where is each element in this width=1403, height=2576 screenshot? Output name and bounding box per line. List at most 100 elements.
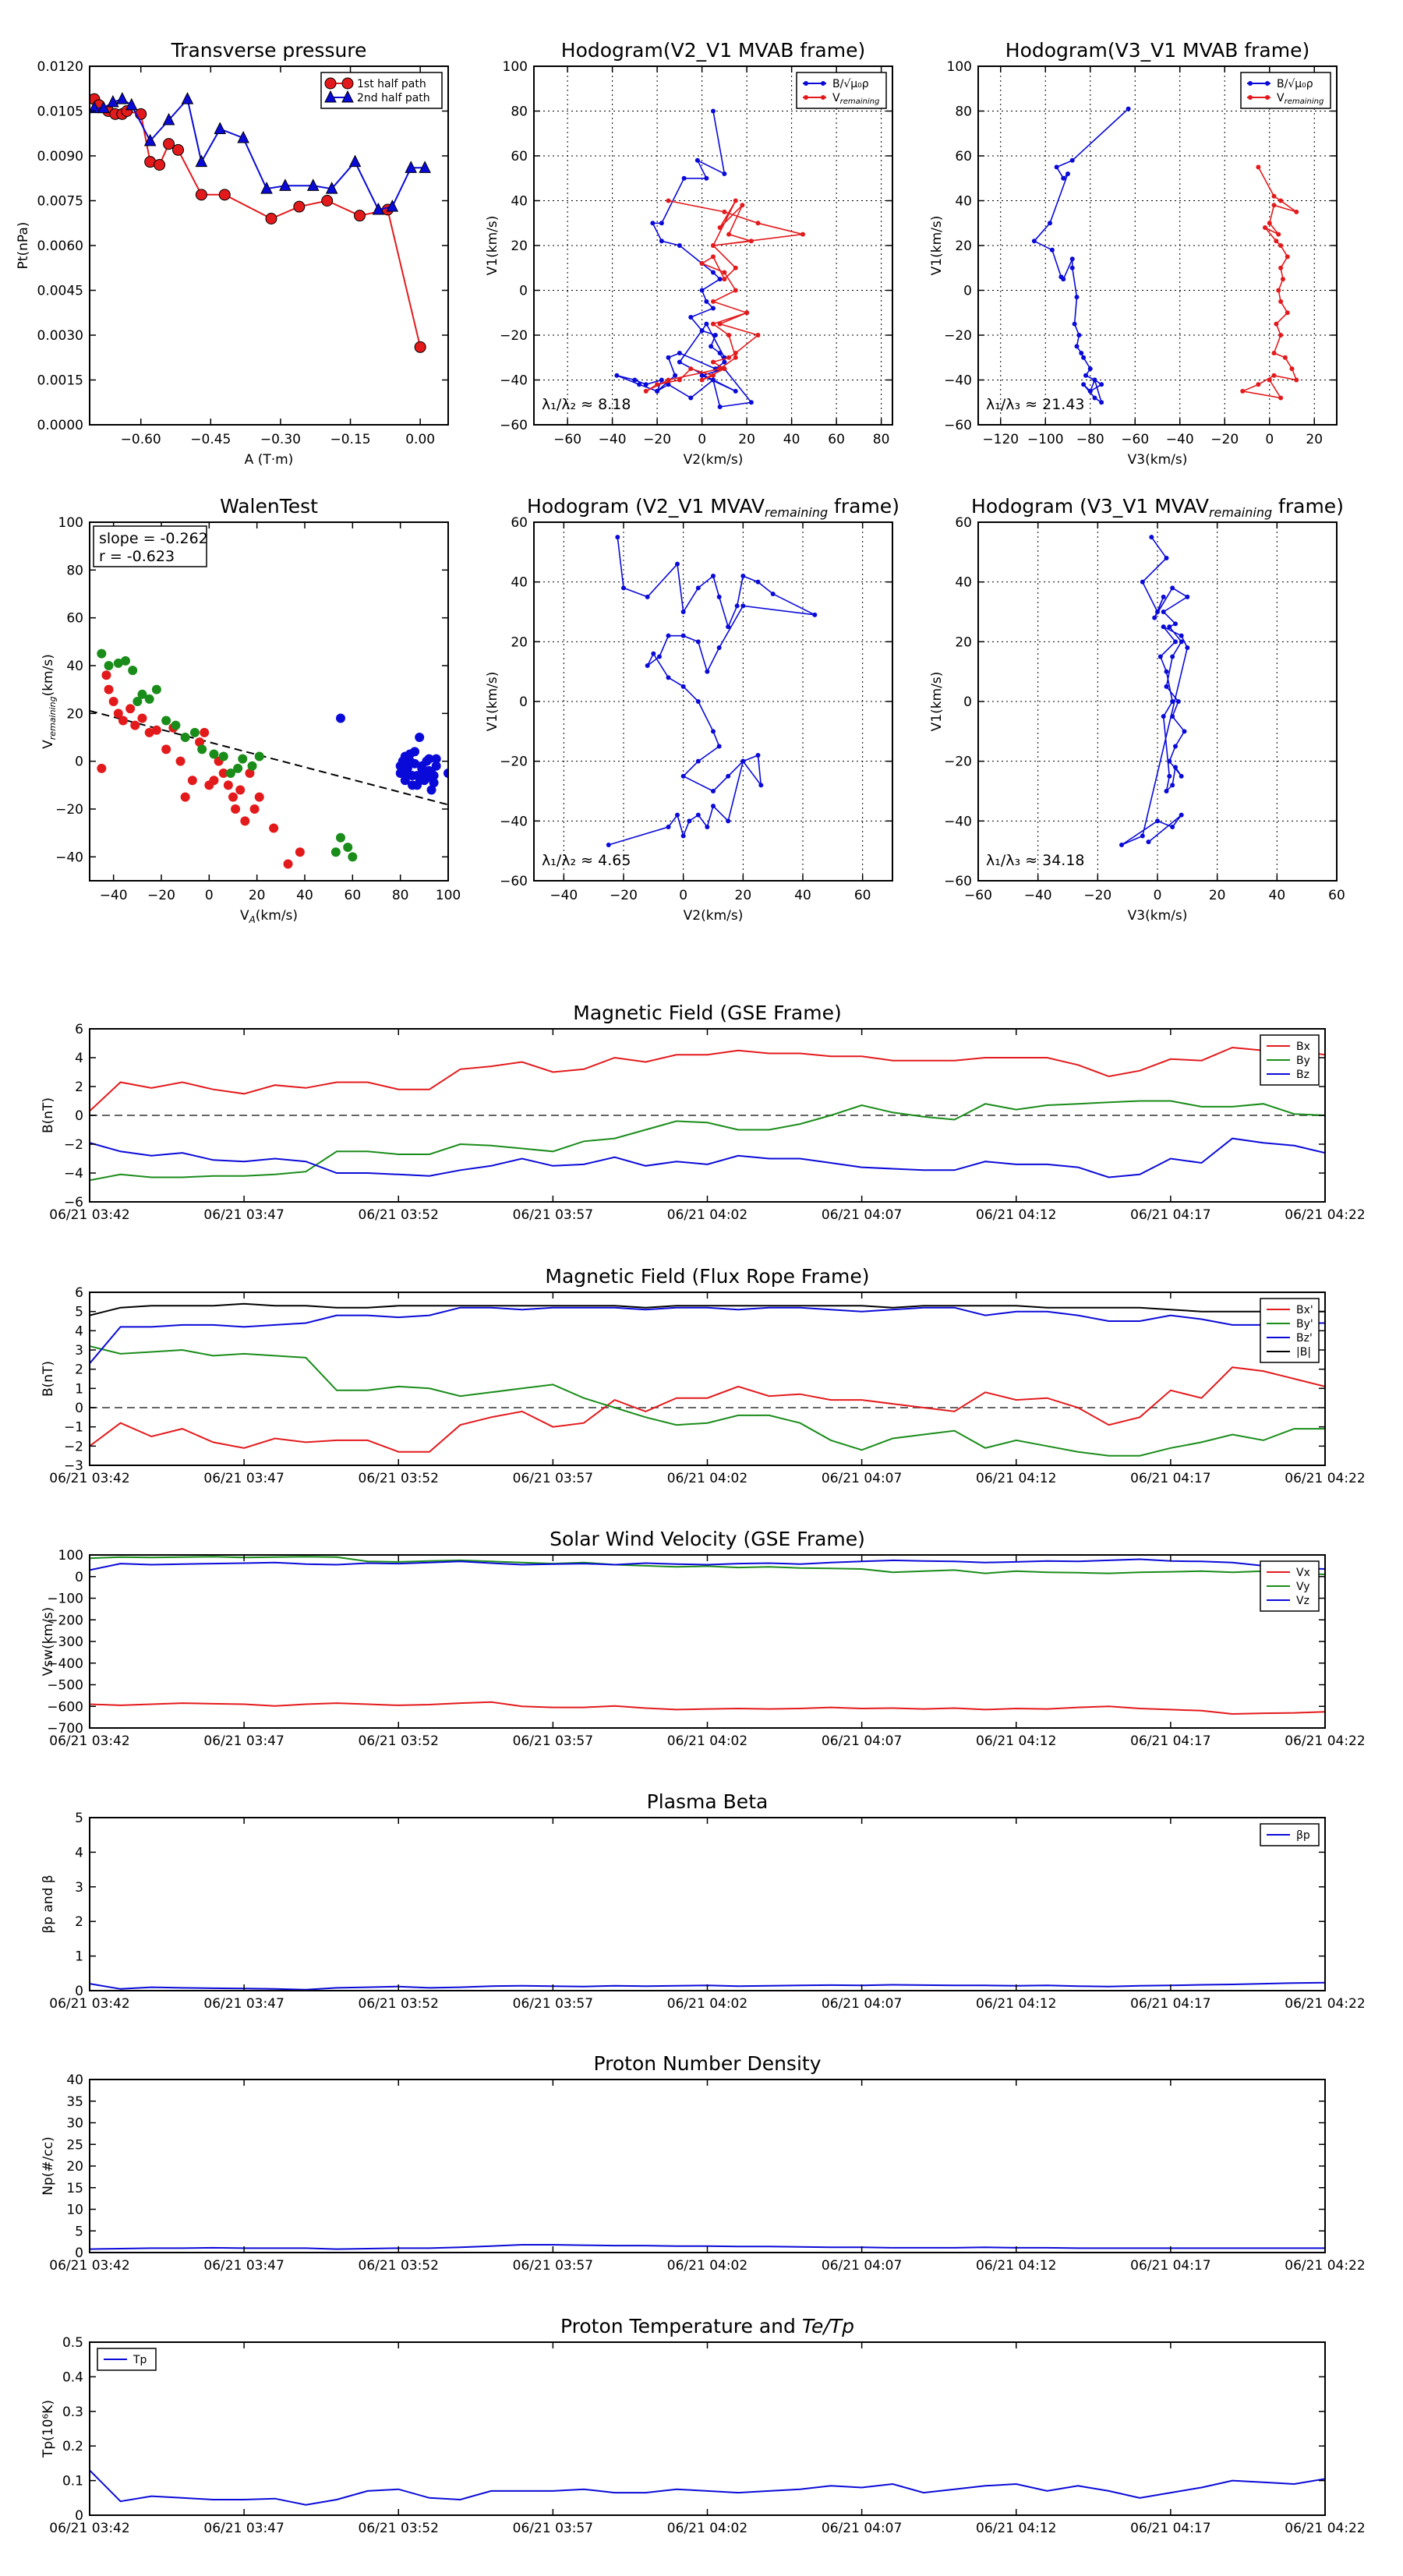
data-point <box>1173 744 1178 749</box>
axis-ticks: 06/21 03:42 06/21 03:47 06/21 03:52 06/21 0… <box>49 1022 1365 1223</box>
y-tick-label: 0.0060 <box>37 239 83 254</box>
y-tick-label: −2 <box>64 1137 83 1153</box>
legend-marker <box>821 95 825 100</box>
x-tick-label: 06/21 04:07 <box>822 1471 902 1486</box>
data-point <box>283 859 293 869</box>
data-point <box>711 789 716 793</box>
plot-frame <box>89 521 449 882</box>
y-tick-label: 30 <box>66 2116 83 2132</box>
y-tick-label: 1 <box>75 1949 83 1965</box>
data-point <box>722 171 727 176</box>
axis-ticks: −60 −40 −20 0 20 40 60 −60 −40 −20 0 20 40 60 <box>944 515 1345 903</box>
legend-label-text: By' <box>1296 1318 1313 1330</box>
x-tick-label: 06/21 04:12 <box>976 1207 1056 1223</box>
data-point <box>1256 382 1261 387</box>
chart-title-text: Solar Wind Velocity (GSE Frame) <box>550 1528 865 1550</box>
x-tick-label: 06/21 04:17 <box>1130 2521 1210 2536</box>
data-point <box>712 333 718 337</box>
chart-title: WalenTest <box>220 495 318 518</box>
data-point <box>677 377 682 383</box>
legend-marker <box>1248 95 1253 100</box>
plot-data <box>90 1302 1325 1457</box>
data-point <box>711 729 716 734</box>
data-point <box>154 159 166 171</box>
x-tick-label: −20 <box>610 888 638 903</box>
legend: Bx By Bz <box>1260 1034 1320 1086</box>
data-point <box>632 377 638 383</box>
x-tick-label: 06/21 03:42 <box>49 1996 129 2012</box>
data-point <box>711 243 716 248</box>
data-point <box>144 727 154 737</box>
legend-label: By <box>1296 1055 1310 1067</box>
y-tick-label: 80 <box>955 104 972 120</box>
series-line <box>90 2244 1325 2250</box>
x-tick-label: 06/21 04:17 <box>1130 1996 1210 2012</box>
y-tick-label: 0.0015 <box>37 373 83 389</box>
legend-label-text: βp <box>1296 1829 1310 1842</box>
y-tick-label: −2 <box>64 1439 83 1454</box>
x-tick-label: 20 <box>1209 888 1226 903</box>
data-point <box>1074 344 1080 349</box>
x-axis-label-sub: A <box>249 914 256 925</box>
x-tick-label: 06/21 03:57 <box>513 1207 593 1223</box>
data-point <box>218 189 231 201</box>
legend: βp <box>1260 1823 1320 1846</box>
legend-label: Vx <box>1296 1567 1310 1579</box>
data-point <box>812 612 818 617</box>
series-vy <box>90 1556 1325 1575</box>
data-point <box>733 198 738 203</box>
grid-lines <box>978 66 1337 425</box>
x-tick-label: 06/21 03:47 <box>203 2258 284 2274</box>
data-point <box>249 804 260 814</box>
data-point <box>621 585 626 591</box>
legend-label: 2nd half path <box>357 92 430 104</box>
data-point <box>1061 277 1066 282</box>
x-tick-label: −20 <box>643 432 671 447</box>
data-point <box>740 574 746 578</box>
chart-vsw: 06/21 03:42 06/21 03:47 06/21 03:52 06/21 0… <box>41 1528 1366 1749</box>
data-point <box>343 843 353 853</box>
legend-marker <box>324 77 337 90</box>
data-point <box>643 388 648 394</box>
data-point <box>1161 610 1166 614</box>
data-point <box>1278 198 1284 203</box>
data-point <box>711 299 716 304</box>
data-point <box>1271 351 1277 355</box>
eigenvalue-ratio-note: λ₁/λ₂ ≈ 4.65 <box>542 852 631 869</box>
data-point <box>688 315 694 320</box>
y-tick-label: 1 <box>75 1381 83 1397</box>
axis-ticks: 06/21 03:42 06/21 03:47 06/21 03:52 06/21 0… <box>49 2072 1365 2274</box>
y-axis-label: V1(km/s) <box>485 216 500 276</box>
x-tick-label: 06/21 03:47 <box>203 1207 284 1223</box>
data-point <box>666 377 671 383</box>
data-point <box>113 658 123 668</box>
legend: B/√μ₀ρ Vremaining <box>1240 72 1331 109</box>
data-point <box>726 818 731 824</box>
x-tick-label: 06/21 03:57 <box>513 2521 593 2536</box>
chart-title-text: Transverse pressure <box>171 39 367 62</box>
y-tick-label: −40 <box>944 373 972 389</box>
x-tick-label: 06/21 03:52 <box>359 2258 439 2274</box>
data-point <box>108 697 118 706</box>
x-tick-label: 06/21 04:02 <box>667 1207 747 1223</box>
y-tick-label: −100 <box>47 1592 83 1607</box>
data-point <box>101 670 111 680</box>
data-point <box>1278 243 1284 248</box>
y-tick-label: 0.5 <box>62 2335 83 2351</box>
data-point <box>740 603 746 609</box>
y-tick-label: 0.1 <box>62 2474 83 2489</box>
x-tick-label: −40 <box>599 432 627 447</box>
data-point <box>645 594 650 599</box>
series-by- <box>90 1345 1325 1457</box>
y-tick-label: 15 <box>66 2181 83 2196</box>
data-point <box>666 382 671 387</box>
chart-title: Hodogram(V3_V1 MVAB frame) <box>1005 39 1309 62</box>
data-point <box>1140 579 1145 585</box>
x-tick-label: 06/21 04:22 <box>1285 1733 1365 1749</box>
chart-title: Hodogram (V2_V1 MVAVremaining frame) <box>527 495 899 520</box>
data-point <box>659 221 664 226</box>
data-point <box>1083 373 1088 378</box>
chart-title-text: Hodogram (V3_V1 MVAV <box>971 495 1209 518</box>
data-point <box>180 733 190 742</box>
legend-marker <box>804 81 808 86</box>
